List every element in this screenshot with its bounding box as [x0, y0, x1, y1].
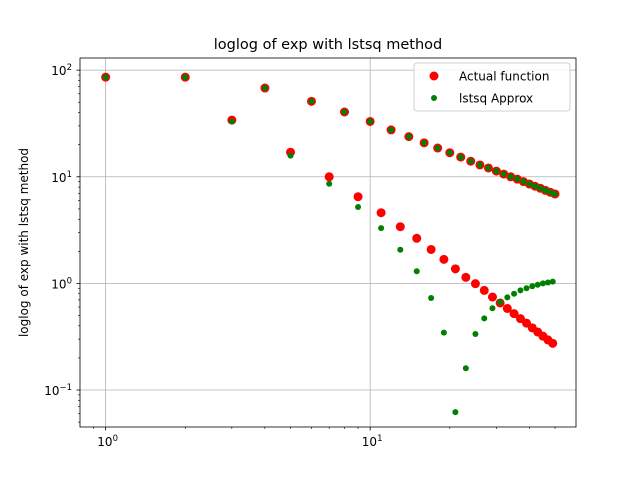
- lstsq-approx-point: [413, 268, 420, 275]
- lstsq-approx-point: [481, 315, 488, 322]
- actual-function-point: [395, 222, 405, 232]
- legend-marker-actual-function: [429, 71, 439, 81]
- lstsq-approx-point: [537, 185, 544, 192]
- actual-function-point: [509, 309, 519, 319]
- lstsq-approx-point: [326, 180, 333, 187]
- lstsq-approx-point: [504, 294, 511, 301]
- lstsq-approx-point: [355, 204, 362, 211]
- lstsq-approx-point: [182, 74, 189, 81]
- lstsq-approx-point: [440, 329, 447, 336]
- lstsq-approx-point: [552, 190, 559, 197]
- lstsq-approx-point: [308, 98, 315, 105]
- lstsq-approx-point: [523, 285, 530, 292]
- lstsq-approx-point: [539, 280, 546, 287]
- lstsq-approx-point: [341, 109, 348, 116]
- lstsq-approx-point: [507, 173, 514, 180]
- actual-function-point: [376, 208, 386, 218]
- lstsq-approx-point: [472, 331, 479, 338]
- actual-function-point: [426, 244, 436, 254]
- lstsq-approx-point: [526, 181, 533, 188]
- chart-title: loglog of exp with lstsq method: [214, 37, 442, 53]
- lstsq-approx-point: [367, 118, 374, 125]
- lstsq-approx-point: [405, 133, 412, 140]
- y-tick-label: 10−1: [44, 383, 72, 398]
- lstsq-approx-point: [547, 189, 554, 196]
- lstsq-approx-point: [529, 283, 536, 290]
- lstsq-approx-point: [397, 246, 404, 253]
- axis-ticks: 100 101 10−1 100 101 102: [44, 63, 556, 449]
- legend-label-actual-function: Actual function: [459, 70, 549, 84]
- lstsq-approx-point: [542, 187, 549, 194]
- lstsq-approx-point: [485, 164, 492, 171]
- lstsq-approx-point: [434, 145, 441, 152]
- actual-function-point: [412, 233, 422, 243]
- lstsq-approx-point: [228, 118, 235, 125]
- lstsq-approx-point: [452, 409, 459, 416]
- actual-function-point: [353, 192, 363, 202]
- legend-label-lstsq-approx: lstsq Approx: [459, 92, 533, 106]
- lstsq-approx-point: [467, 158, 474, 165]
- x-tick-label: 100: [97, 434, 118, 449]
- lstsq-approx-point: [489, 305, 496, 312]
- lstsq-approx-point: [544, 279, 551, 286]
- lstsq-approx-point: [457, 154, 464, 161]
- lstsq-approx-point: [500, 171, 507, 178]
- actual-function-point: [502, 303, 512, 313]
- y-tick-label: 102: [51, 63, 72, 78]
- legend-marker-lstsq-approx: [431, 95, 437, 101]
- y-tick-label: 101: [51, 170, 72, 185]
- lstsq-approx-point: [514, 176, 521, 183]
- plot-frame: [79, 57, 577, 428]
- actual-function-point: [324, 172, 334, 182]
- lstsq-approx-point: [446, 149, 453, 156]
- actual-function-point: [439, 254, 449, 264]
- lstsq-approx-point: [511, 290, 518, 297]
- lstsq-approx-point: [497, 298, 504, 305]
- x-tick-label: 101: [362, 434, 383, 449]
- actual-function-point: [470, 279, 480, 289]
- actual-function-point: [548, 338, 558, 348]
- actual-function-point: [461, 272, 471, 282]
- lstsq-approx-point: [532, 183, 539, 190]
- plot-background: [80, 58, 576, 427]
- legend: Actual function lstsq Approx: [413, 62, 571, 112]
- actual-function-point: [479, 285, 489, 295]
- legend-box: [413, 62, 571, 112]
- plot-area: 100 101 10−1 100 101 102: [44, 57, 577, 449]
- actual-function-point: [450, 264, 460, 274]
- lstsq-approx-point: [428, 294, 435, 301]
- lstsq-approx-point: [476, 161, 483, 168]
- lstsq-approx-point: [378, 225, 385, 232]
- y-tick-label: 100: [51, 276, 72, 291]
- lstsq-approx-point: [462, 365, 469, 372]
- lstsq-approx-point: [549, 278, 556, 285]
- data-points: [101, 72, 560, 416]
- actual-function-point: [487, 292, 497, 302]
- lstsq-approx-point: [102, 74, 109, 81]
- lstsq-approx-point: [493, 168, 500, 175]
- lstsq-approx-point: [520, 178, 527, 185]
- y-axis-label: loglog of exp with lstsq method: [17, 148, 31, 337]
- lstsq-approx-point: [261, 85, 268, 92]
- lstsq-approx-point: [421, 139, 428, 146]
- lstsq-approx-point: [534, 281, 541, 288]
- lstsq-approx-point: [517, 287, 524, 294]
- lstsq-approx-point: [388, 126, 395, 133]
- lstsq-approx-point: [287, 152, 294, 159]
